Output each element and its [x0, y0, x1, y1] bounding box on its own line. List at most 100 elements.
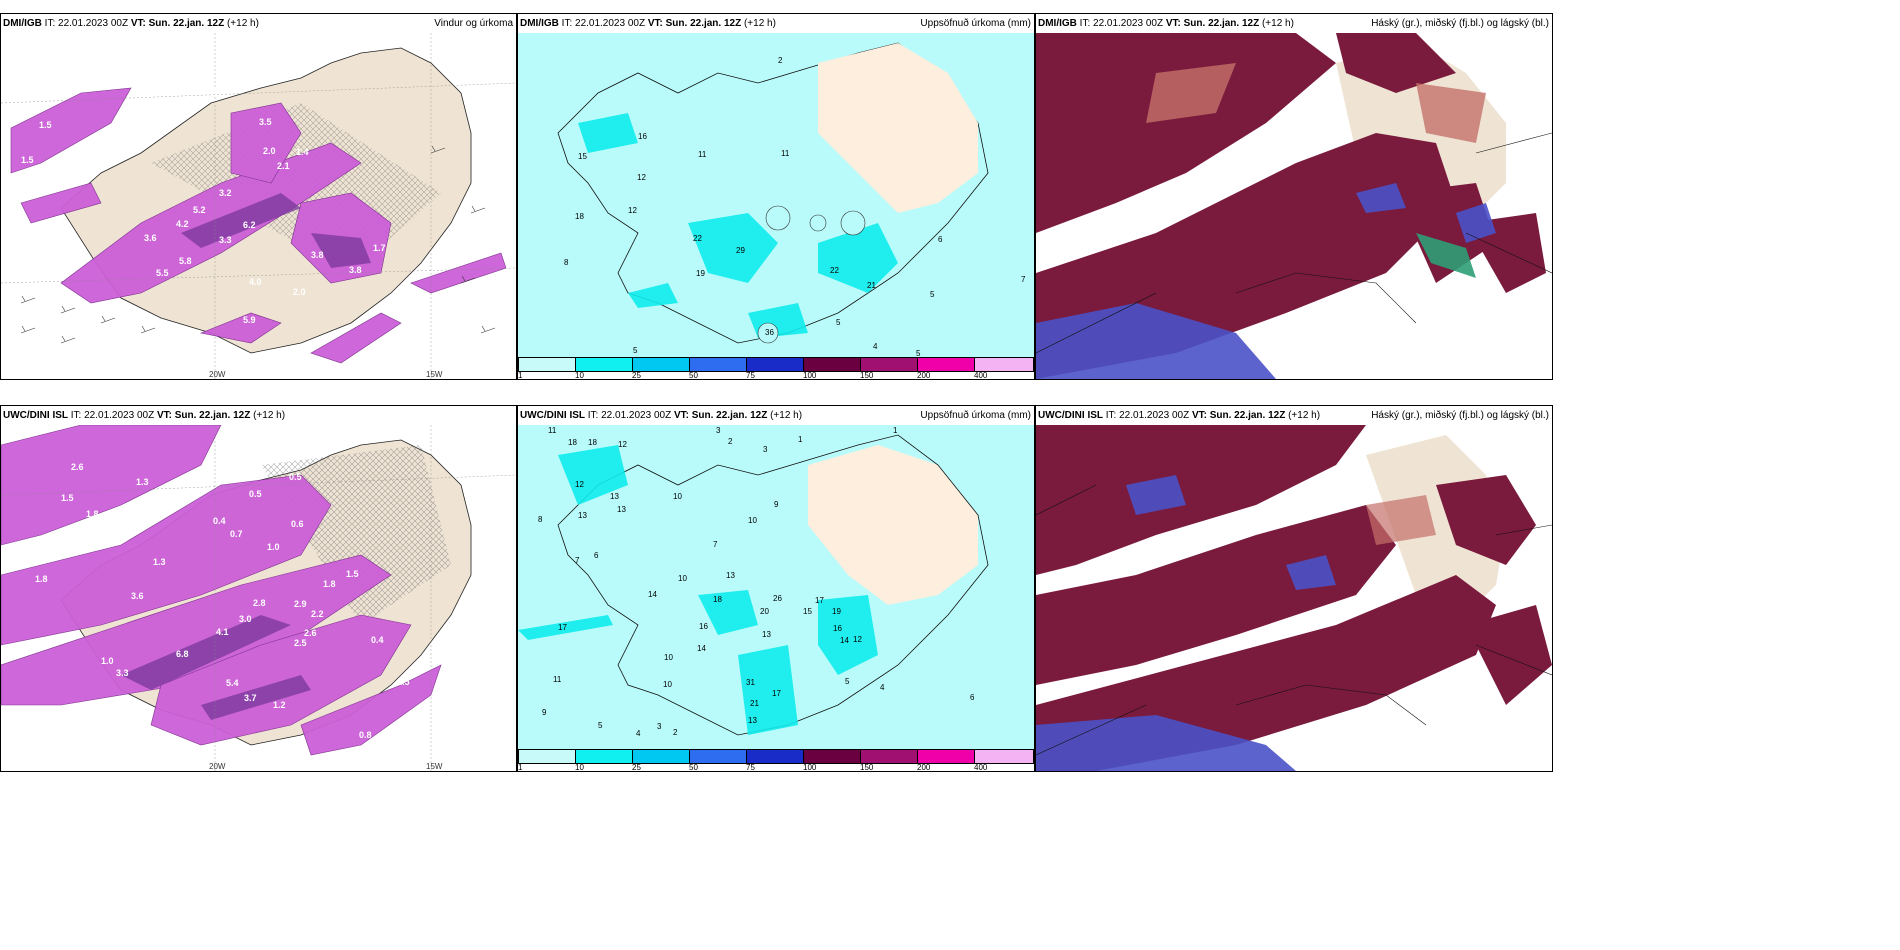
wind-value: 3.2: [219, 188, 232, 198]
precip-value: 2: [673, 728, 678, 737]
wind-value: 6.2: [243, 220, 256, 230]
wind-value: 4.1: [216, 627, 229, 637]
wind-barbs: [20, 145, 496, 344]
init-time: IT: 22.01.2023 00Z: [585, 410, 674, 421]
precip-map: 11 18 18 12 3 2 3 1 1 12 13 13 13 10 10 …: [518, 425, 1034, 749]
precip-value: 17: [815, 596, 824, 605]
wind-values: 2.6 1.5 1.8 1.3 0.9 0.5 0.4 0.5 1.0 0.6 …: [35, 462, 410, 740]
colorbar-swatch: [974, 749, 1034, 764]
precip-value: 12: [853, 635, 862, 644]
precip-value: 15: [578, 152, 587, 161]
colorbar-swatch: [746, 749, 804, 764]
wind-value: 0.7: [230, 529, 243, 539]
precip-value: 8: [564, 258, 569, 267]
precip-value: 22: [830, 266, 839, 275]
precip-value: 10: [748, 516, 757, 525]
precip-value: 10: [673, 492, 682, 501]
wind-value: 0.5: [249, 489, 262, 499]
precip-value: 11: [781, 149, 790, 158]
precip-value: 12: [618, 440, 627, 449]
cloud-layer-mid: [1036, 475, 1336, 771]
wind-value: 5.5: [156, 268, 169, 278]
wind-value: 1.5: [346, 569, 359, 579]
wind-value: 4.2: [176, 219, 189, 229]
wind-value: 2.8: [253, 598, 266, 608]
precip-value: 18: [588, 438, 597, 447]
panel-header: DMI/IGB IT: 22.01.2023 00Z VT: Sun. 22.j…: [1, 14, 516, 33]
lon-label: 20W: [209, 762, 226, 771]
precip-value: 2: [778, 56, 783, 65]
model-name: UWC/DINI ISL: [3, 410, 68, 421]
colorbar-swatch: [575, 749, 633, 764]
colorbar-tick: 75: [746, 371, 755, 380]
precip-value: 14: [648, 590, 657, 599]
wind-value: 1.8: [323, 579, 336, 589]
panel-precip-dmi: DMI/IGB IT: 22.01.2023 00Z VT: Sun. 22.j…: [517, 13, 1035, 380]
lead-time: (+12 h): [224, 18, 259, 29]
precip-value: 4: [873, 342, 878, 351]
wind-value: 3.3: [116, 668, 129, 678]
model-name: DMI/IGB: [3, 18, 42, 29]
wind-value: 1.5: [61, 493, 74, 503]
wind-value: 1.1: [131, 97, 144, 107]
precip-value: 3: [763, 445, 768, 454]
colorbar-tick: 25: [632, 763, 641, 772]
lon-label: 15W: [426, 762, 443, 771]
wind-value: 3.5: [259, 117, 272, 127]
wind-value: 5.8: [179, 256, 192, 266]
precip-value: 8: [538, 515, 543, 524]
low-cloud-patch: [1416, 233, 1476, 278]
precip-value: 2: [728, 437, 733, 446]
wind-value: 1.8: [73, 245, 86, 255]
model-name: UWC/DINI ISL: [1038, 410, 1103, 421]
valid-time: VT: Sun. 22.jan. 12Z: [673, 410, 768, 421]
colorbar-tick: 75: [746, 763, 755, 772]
colorbar-tick: 1: [518, 371, 523, 380]
precip-value: 16: [638, 132, 647, 141]
colorbar-swatch: [746, 357, 804, 372]
wind-value: 0.5: [289, 472, 302, 482]
precip-value: 36: [765, 328, 774, 337]
wind-value: 0.6: [206, 87, 219, 97]
precip-value: 17: [558, 623, 567, 632]
colorbar-tick: 10: [575, 763, 584, 772]
colorbar-tick: 150: [860, 371, 874, 380]
precip-value: 5: [916, 349, 921, 357]
wind-value: 1.2: [273, 700, 286, 710]
precip-value: 14: [697, 644, 706, 653]
cloud-map: [1036, 425, 1552, 771]
precip-value: 13: [610, 492, 619, 501]
precip-value: 22: [693, 234, 702, 243]
precip-value: 18: [575, 212, 584, 221]
wind-value: 3.3: [219, 235, 232, 245]
wind-value: 5.9: [243, 315, 256, 325]
precip-value: 5: [930, 290, 935, 299]
colorbar-tick: 10: [575, 371, 584, 380]
wind-value: 2.6: [304, 628, 317, 638]
colorbar-swatch: [803, 357, 861, 372]
wind-value: 0.9: [119, 524, 132, 534]
wind-value: 6.8: [176, 649, 189, 659]
panel-header: DMI/IGB IT: 22.01.2023 00Z VT: Sun. 22.j…: [518, 14, 1034, 33]
precip-value: 6: [970, 693, 975, 702]
colorbar-swatch: [632, 357, 690, 372]
colorbar-swatch: [860, 749, 918, 764]
colorbar: 1 10 25 50 75 100 150 200 400: [518, 357, 1034, 379]
precip-value: 19: [832, 607, 841, 616]
cloud-map: [1036, 33, 1552, 379]
panel-wind-uwc: UWC/DINI ISL IT: 22.01.2023 00Z VT: Sun.…: [0, 405, 517, 772]
precip-bands: [1, 425, 442, 756]
precip-value: 13: [617, 505, 626, 514]
precip-value: 14: [840, 636, 849, 645]
wind-value: 2.5: [397, 677, 410, 687]
lead-time: (+12 h): [767, 410, 803, 421]
panel-header: UWC/DINI ISL IT: 22.01.2023 00Z VT: Sun.…: [1, 406, 516, 425]
precip-value: 12: [575, 480, 584, 489]
precip-value: 10: [664, 653, 673, 662]
colorbar-tick: 25: [632, 371, 641, 380]
panel-title: Háský (gr.), miðský (fj.bl.) og lágský (…: [1371, 410, 1549, 421]
precip-value: 6: [594, 551, 599, 560]
model-name: DMI/IGB: [1038, 18, 1077, 29]
init-time: IT: 22.01.2023 00Z: [41, 18, 131, 29]
precip-value: 13: [578, 511, 587, 520]
